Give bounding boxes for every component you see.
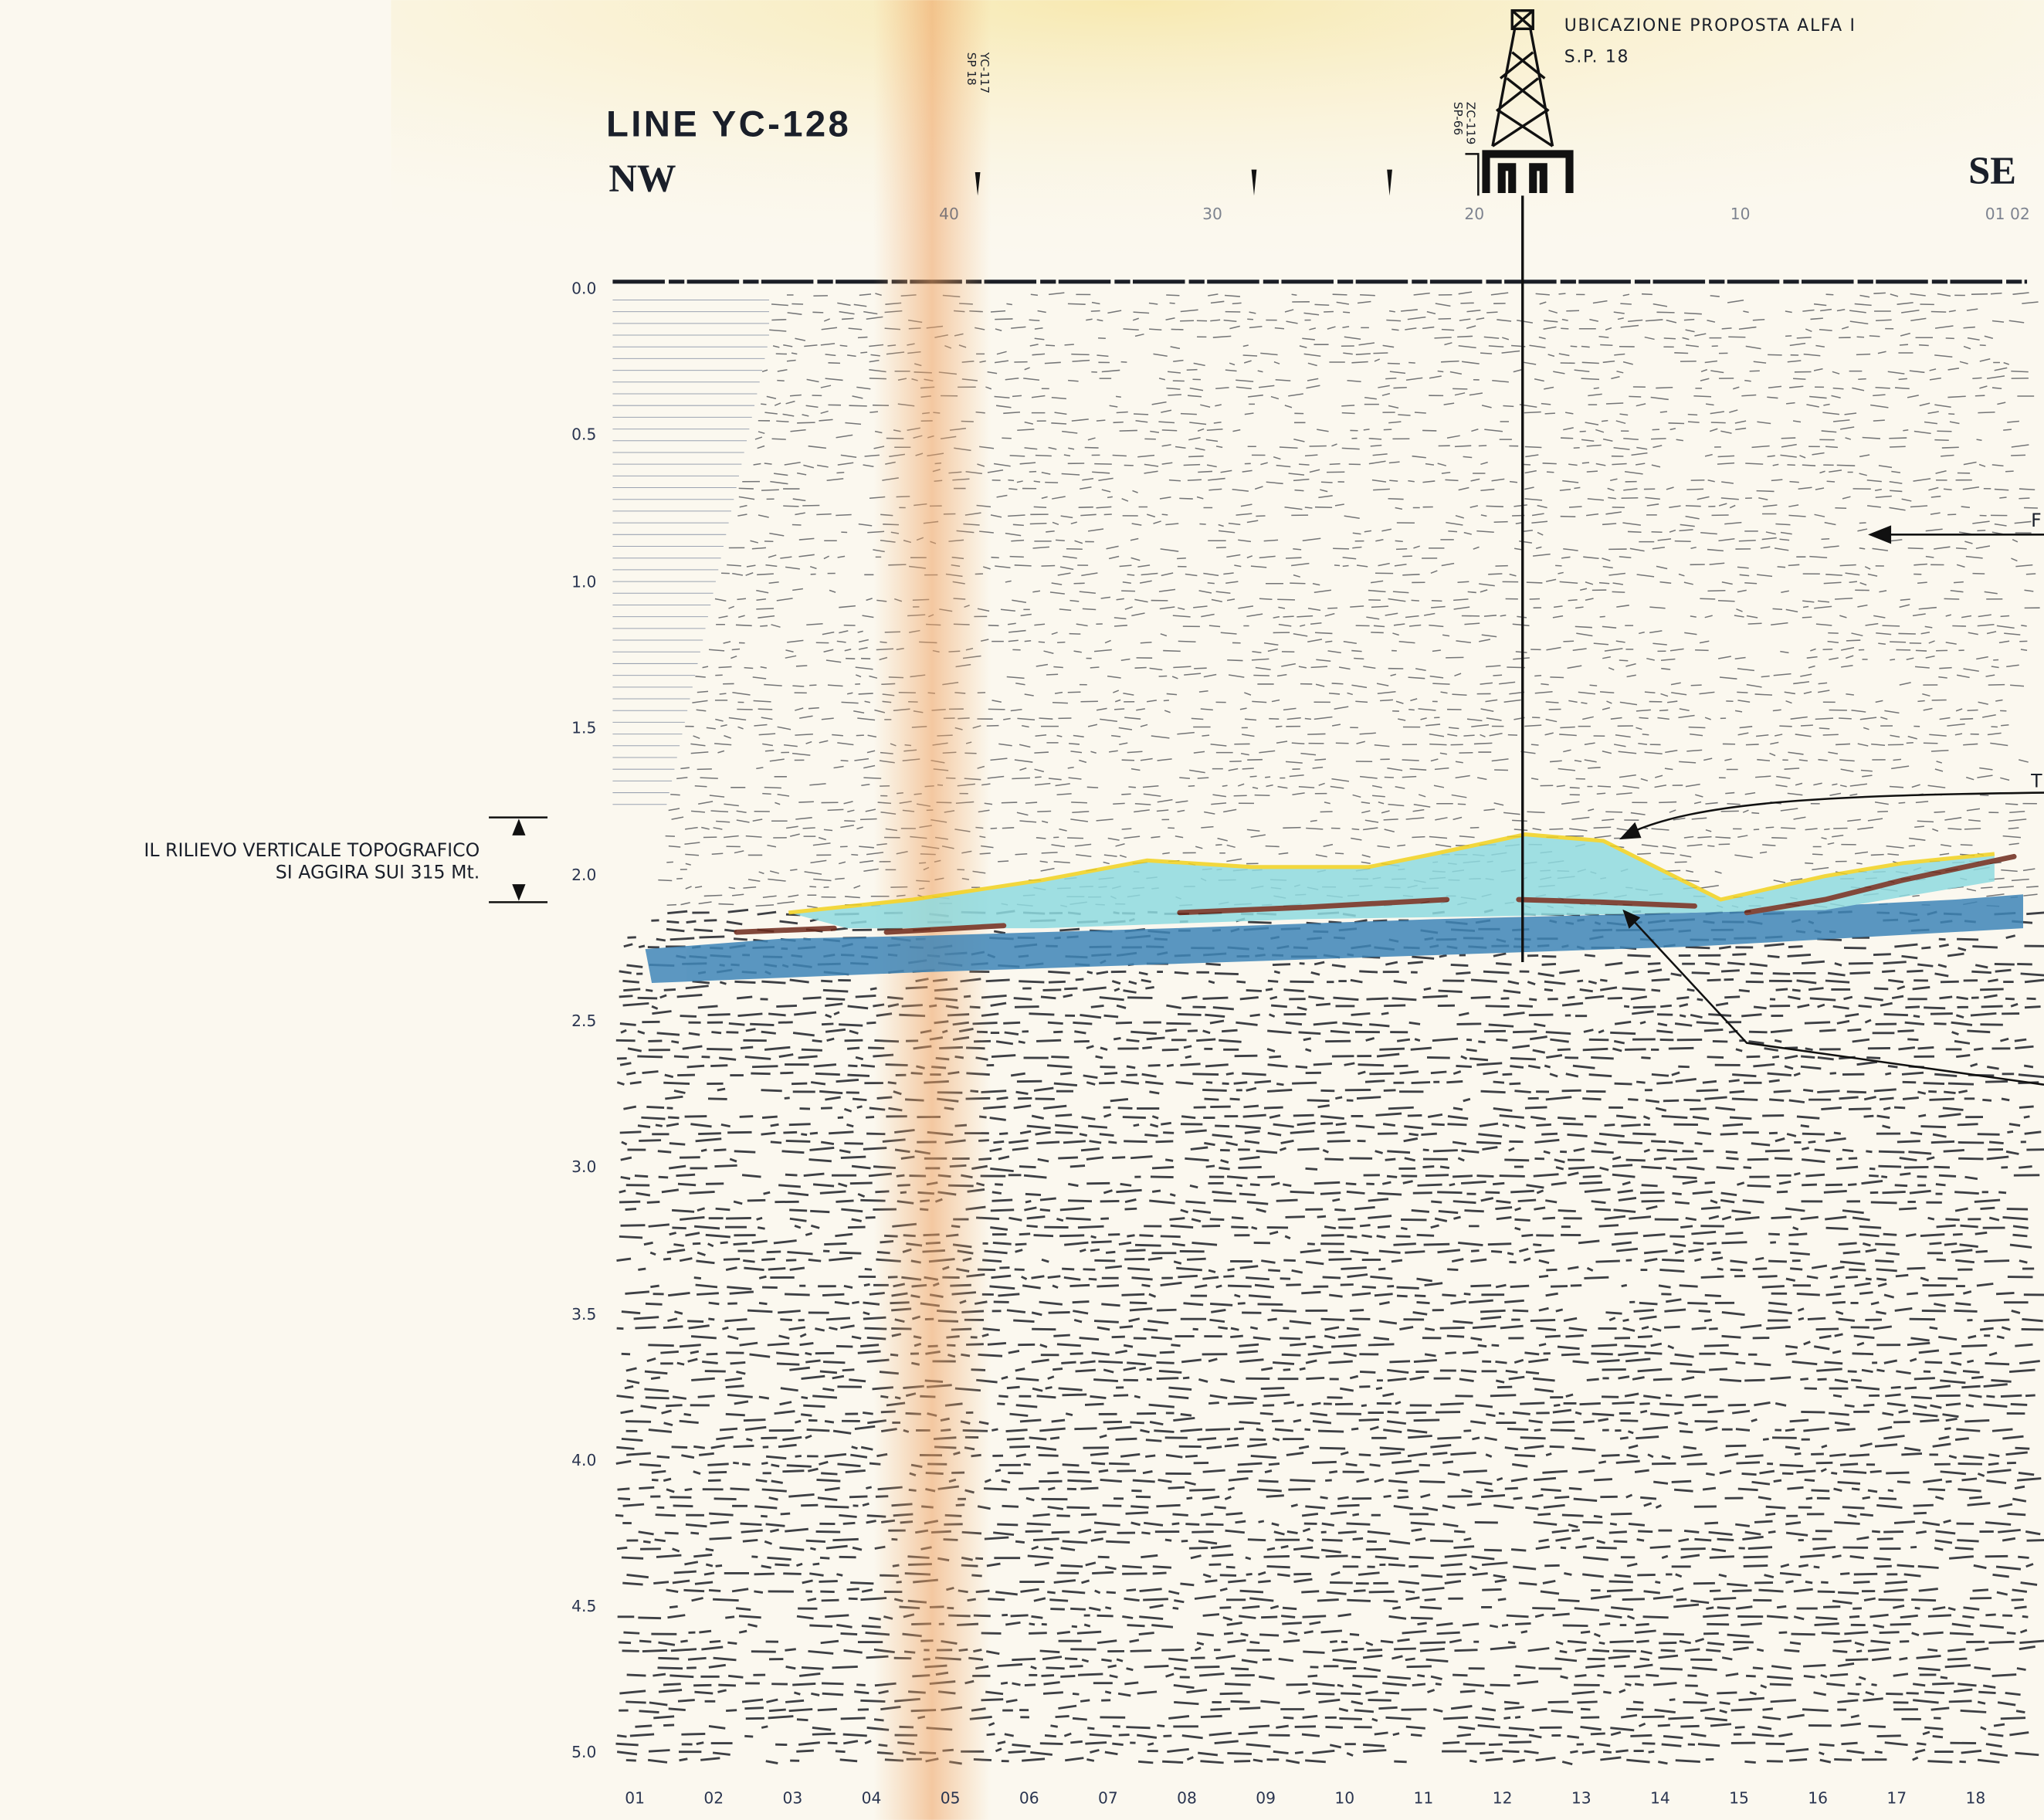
time-axis-label: 1.0 [571, 572, 596, 591]
crossing-shot-point: SP-66 [1451, 102, 1465, 135]
trace-label: 16 [1808, 1788, 1828, 1807]
trace-label: 01 [625, 1788, 645, 1807]
trace-label: 02 [703, 1788, 724, 1807]
trace-label: 18 [1965, 1788, 1985, 1807]
well-label: UBICAZIONE PROPOSTA ALFA I [1564, 16, 1856, 36]
trace-label: 09 [1256, 1788, 1276, 1807]
paper-tint [391, 0, 2044, 300]
body: LINE YC-128 NW SE UBICAZIONE PROPOSTA AL… [0, 0, 2044, 1820]
time-axis-label: 4.0 [571, 1451, 596, 1469]
time-axis-label: 3.5 [571, 1305, 596, 1323]
time-axis-label: 3.0 [571, 1157, 596, 1176]
shot-point-label: 01 02 [1985, 205, 2030, 223]
time-axis-label: 1.5 [571, 718, 596, 737]
trace-label: 17 [1886, 1788, 1907, 1807]
side-label: F [2031, 510, 2042, 531]
crossing-line: ZC-119 [1464, 102, 1478, 144]
trace-label: 14 [1650, 1788, 1670, 1807]
side-label: T [2030, 771, 2042, 792]
trace-label: 07 [1098, 1788, 1118, 1807]
crossing-line: YC-117 [978, 52, 991, 94]
shot-point-label: 30 [1202, 205, 1222, 223]
trace-label: 10 [1334, 1788, 1354, 1807]
time-axis-label: 4.5 [571, 1597, 596, 1615]
trace-label: 03 [782, 1788, 802, 1807]
trace-label: 13 [1571, 1788, 1591, 1807]
time-axis-label: 2.0 [571, 866, 596, 884]
time-axis-label: 0.5 [571, 425, 596, 444]
line-title: LINE YC-128 [606, 103, 851, 144]
trace-label: 12 [1493, 1788, 1513, 1807]
time-axis-label: 2.5 [571, 1012, 596, 1030]
well-shot-point: S.P. 18 [1564, 47, 1629, 66]
direction-nw: NW [608, 157, 676, 200]
trace-label: 11 [1414, 1788, 1434, 1807]
time-axis-label: 0.0 [571, 279, 596, 297]
trace-label: 05 [941, 1788, 961, 1807]
trace-label: 04 [862, 1788, 882, 1807]
time-axis-label: 5.0 [571, 1743, 596, 1761]
shot-point-label: 20 [1464, 205, 1484, 223]
trace-label: 08 [1177, 1788, 1197, 1807]
annotation-line-1: IL RILIEVO VERTICALE TOPOGRAFICO [144, 839, 480, 861]
shot-point-label: 10 [1730, 205, 1751, 223]
crossing-shot-point: SP 18 [964, 53, 978, 86]
seismic-sheet: LINE YC-128 NW SE UBICAZIONE PROPOSTA AL… [0, 0, 2044, 1820]
page: Seismic line section {"header": {"title"… [0, 0, 2044, 1820]
direction-se: SE [1968, 149, 2016, 192]
trace-label: 06 [1019, 1788, 1039, 1807]
annotation-line-2: SI AGGIRA SUI 315 Mt. [276, 862, 480, 883]
trace-label: 15 [1729, 1788, 1749, 1807]
shot-point-label: 40 [939, 205, 959, 223]
